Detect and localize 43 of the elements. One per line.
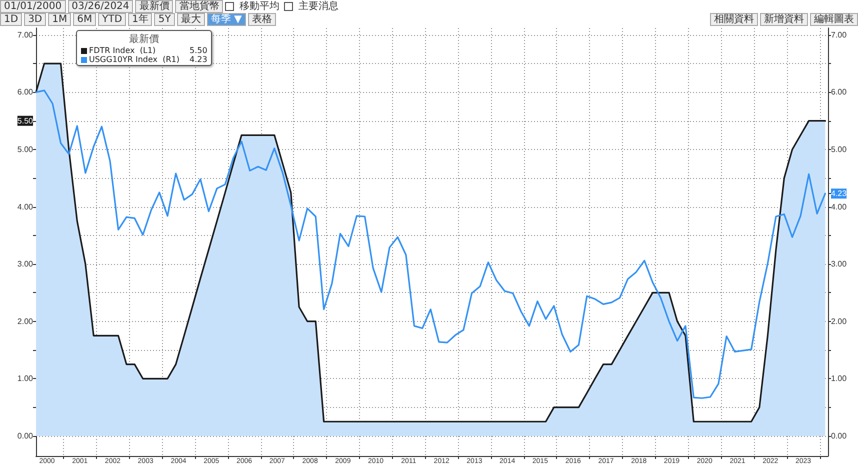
text: 4.23 [190, 55, 208, 64]
text: 新增資料 [760, 13, 808, 26]
text: 6M [73, 13, 96, 26]
text: 每季 ▼ [206, 13, 246, 26]
text: YTD [98, 13, 126, 26]
y2-tick-label: 3.00 [831, 260, 848, 269]
y-tick-label: 3.00 [17, 260, 34, 269]
text: 5Y [154, 13, 175, 26]
y-tick-label: 5.00 [17, 144, 34, 154]
text: 相關資料 [710, 13, 758, 26]
text: 5.50 [190, 46, 208, 55]
text: 編輯圖表 [810, 13, 858, 26]
y2-tick-label: 4.00 [831, 202, 848, 212]
legend-title: 最新價 [128, 32, 160, 46]
text: 最大 [176, 13, 205, 26]
text: 主要消息 [297, 1, 340, 12]
text: 表格 [248, 13, 276, 26]
y-tick-label: 2.00 [17, 316, 34, 326]
y-tick-label: 7.00 [17, 30, 34, 40]
y2-tick-label: 2.00 [831, 316, 848, 326]
legend-label: USGG10YR Index (R1) [89, 55, 180, 64]
text: 1年 [128, 13, 152, 26]
y-tick-label: 1.00 [17, 374, 34, 384]
text: 1D [0, 13, 22, 26]
y-tick-label: 0.00 [17, 431, 34, 440]
y-tick-label: 6.00 [17, 88, 34, 97]
text: 03/26/2024 [68, 0, 134, 13]
legend-label: FDTR Index (L1) [89, 46, 156, 55]
text: 移動平均 [238, 1, 280, 12]
y2-tick-label: 6.00 [831, 88, 848, 97]
text: 最新價 [135, 0, 174, 13]
y2-tick-label: 5.00 [831, 144, 848, 154]
y2-tick-label: 4.23 [831, 189, 848, 198]
line-series [35, 90, 826, 399]
text: 當地貨幣 [175, 0, 224, 13]
y2-tick-label: 0.00 [831, 431, 848, 440]
text: 3D [24, 13, 46, 26]
y-tick-label: 5.50 [17, 116, 34, 126]
text: 01/01/2000 [0, 0, 66, 13]
y-tick-label: 4.00 [17, 202, 34, 212]
y2-tick-label: 1.00 [831, 374, 848, 384]
y2-tick-label: 7.00 [831, 30, 848, 40]
text: 1M [48, 13, 72, 26]
